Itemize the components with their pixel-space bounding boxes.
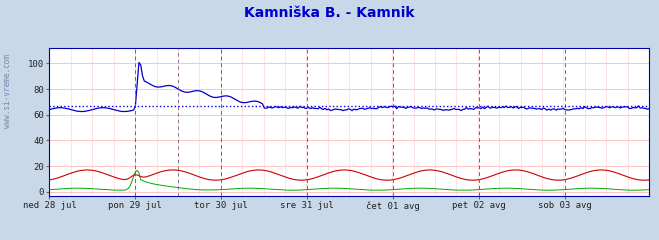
Text: www.si-vreme.com: www.si-vreme.com xyxy=(3,54,13,128)
Text: Kamniška B. - Kamnik: Kamniška B. - Kamnik xyxy=(244,6,415,20)
